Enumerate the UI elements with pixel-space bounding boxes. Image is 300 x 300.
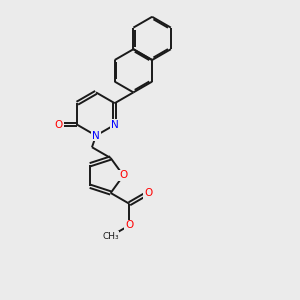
- Text: N: N: [111, 120, 119, 130]
- Text: N: N: [92, 130, 100, 141]
- Text: O: O: [119, 170, 128, 181]
- Text: CH₃: CH₃: [102, 232, 119, 241]
- Text: O: O: [144, 188, 152, 198]
- Text: O: O: [55, 120, 63, 130]
- Text: O: O: [125, 220, 134, 230]
